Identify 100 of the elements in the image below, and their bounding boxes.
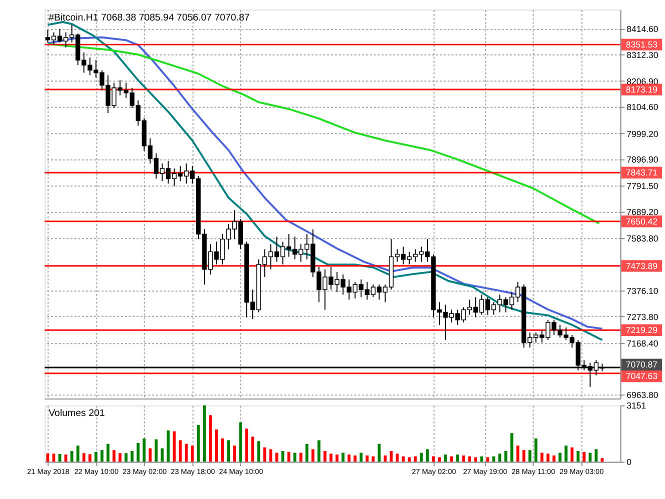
y-tick-label: 7896.90 [626,154,658,165]
bar [420,452,423,462]
bar [456,454,460,462]
bar [438,457,441,462]
bar [450,456,453,462]
bar [432,456,435,462]
bar [510,433,514,462]
y-tick-label: 7376.10 [626,286,658,296]
bar [64,454,68,462]
bar [330,454,332,462]
bar [178,440,182,462]
bar [570,447,574,462]
bar [342,452,345,462]
bar [172,431,176,462]
bar [196,425,200,462]
ref-line-label: 7219.29 [626,325,658,336]
y-tick-label: 3151 [626,400,646,411]
bar [552,455,556,462]
bar [378,444,381,462]
bar [88,454,92,462]
bar [221,438,224,462]
bar [94,452,98,462]
bar [468,456,472,462]
y-tick-label: 7168.40 [626,338,658,348]
bar [311,449,314,462]
bar [118,453,122,462]
bar [209,415,212,462]
line-series [46,42,600,224]
bar [558,452,562,462]
bar [408,457,411,462]
bar [239,422,242,462]
ref-line-label: 7047.63 [626,371,658,382]
bar [522,450,526,462]
bar [305,444,308,462]
bar [582,452,586,462]
bar [251,436,254,462]
chart-title: #Bitcoin.H1 7068.38 7085.94 7056.07 7070.87 [48,12,250,24]
bar [293,452,296,462]
bar [372,456,375,462]
bar [354,455,357,462]
y-tick-label: 8312.30 [626,50,658,60]
bar [287,452,290,462]
bar [564,446,568,462]
bar [124,453,128,462]
bar [546,454,550,462]
bar [474,457,478,462]
ref-line-label: 7650.42 [626,216,658,226]
bar [534,438,538,462]
y-tick-label: 6963.80 [626,390,658,400]
bar [184,444,188,462]
y-tick-label: 7273.80 [626,312,658,322]
bar [112,450,116,462]
bar [130,450,134,462]
bar [215,430,218,462]
bar [233,446,236,462]
bar [414,456,417,462]
bar [462,455,466,462]
bar [528,450,532,462]
bar [70,450,74,462]
bar [257,441,260,462]
ref-line-label: 8351.53 [626,39,658,50]
bar [588,452,592,462]
bar [594,449,598,462]
bar [486,457,490,462]
bar [480,456,484,462]
bar [402,456,405,462]
bar [348,454,351,462]
bar [540,452,544,462]
y-tick-label: 8414.60 [626,24,658,34]
bar [263,447,266,462]
y-tick-label: 7791.50 [626,181,658,192]
bar [148,448,152,462]
chart-title: Volumes 201 [48,408,105,420]
bar [245,428,248,462]
bar [76,446,80,462]
bar [324,450,326,462]
y-tick-label: 7689.20 [626,207,658,217]
bar [366,455,369,462]
bar [600,458,604,462]
bar [100,450,104,462]
bar [106,444,110,462]
ref-line-label: 7843.71 [626,168,658,178]
y-tick-label: 0 [626,457,632,468]
y-tick-label: 7583.80 [626,234,658,244]
bar [317,440,320,462]
bar [202,405,206,462]
bar [190,446,194,462]
bar [444,454,447,462]
y-tick-label: 7999.20 [626,128,658,139]
ref-line-label: 7473.89 [626,260,658,271]
bar [576,450,580,462]
bar [227,440,230,462]
bar [142,438,146,462]
y-tick-label: 8206.90 [626,76,658,86]
bar [360,452,363,462]
bar [516,446,520,462]
bar [299,452,302,462]
bar [426,449,429,462]
bar [336,454,338,462]
ref-line-label: 8173.19 [626,84,658,94]
